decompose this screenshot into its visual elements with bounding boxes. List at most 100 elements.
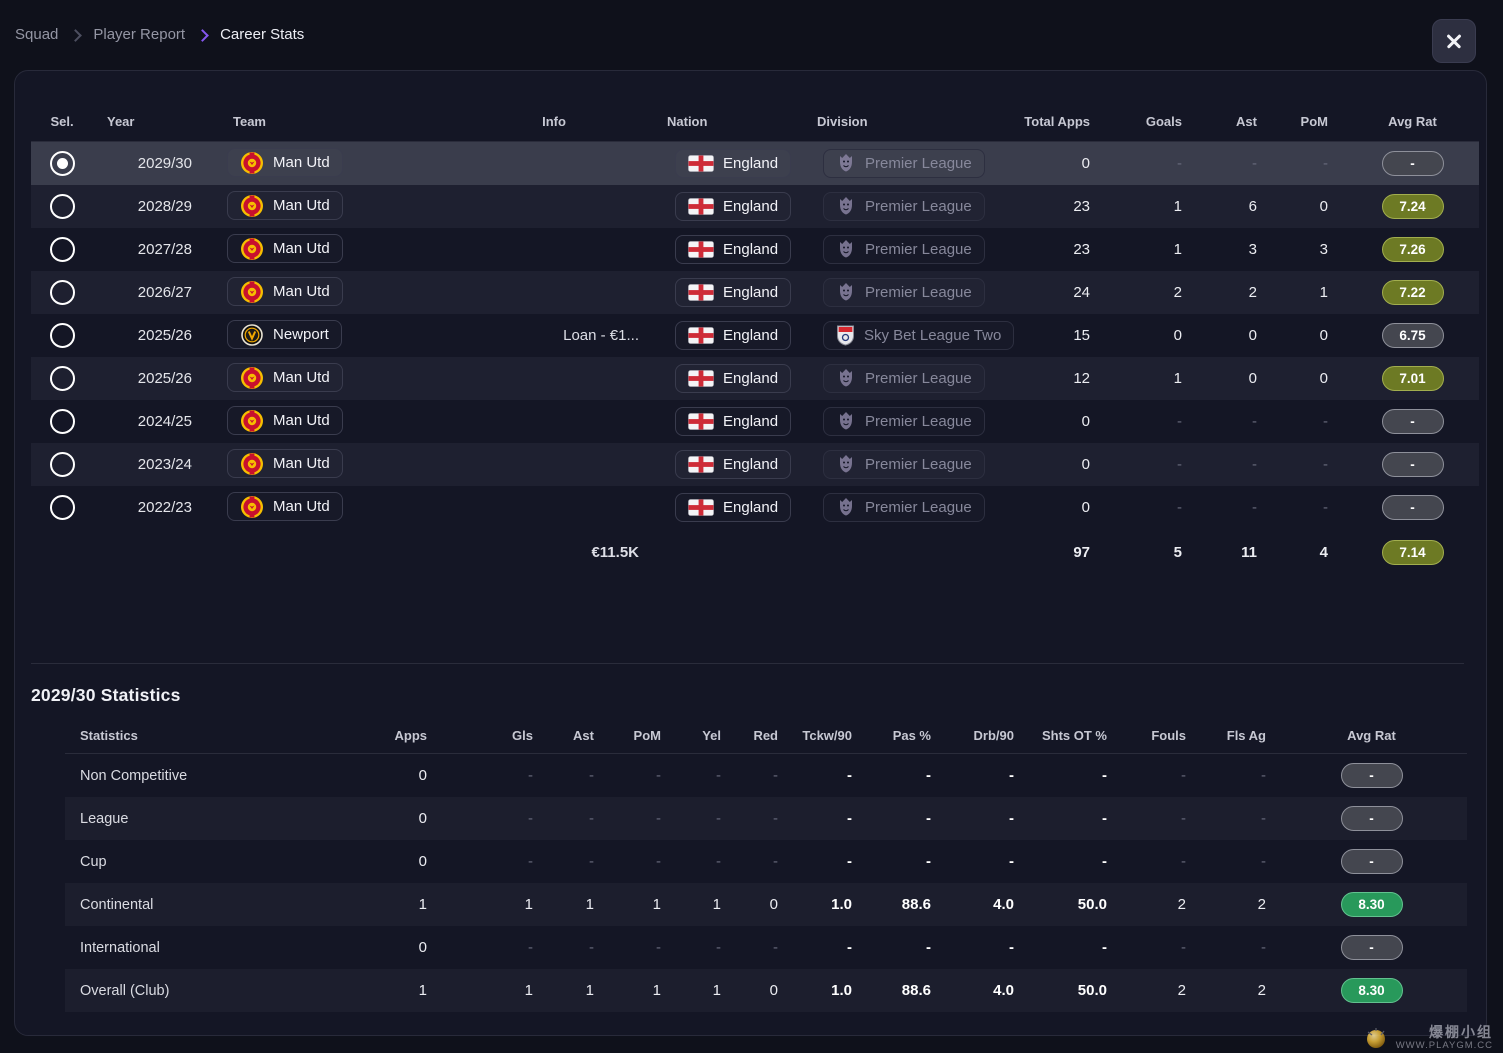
stat-value: 2 bbox=[1257, 982, 1266, 999]
stat-ast: 2 bbox=[1248, 284, 1257, 301]
stats-col-avg-rat: Avg Rat bbox=[1347, 727, 1396, 743]
career-row[interactable]: 2023/24 Man Utd England Premier League 0 - - - - bbox=[31, 443, 1479, 486]
career-row[interactable]: 2024/25 Man Utd England Premier League 0 - - - - bbox=[31, 400, 1479, 443]
stat-total-apps: 0 bbox=[1081, 499, 1090, 516]
stat-pom: - bbox=[1323, 155, 1328, 172]
team-chip: Man Utd bbox=[227, 234, 343, 264]
col-pom[interactable]: PoM bbox=[1300, 113, 1328, 129]
stat-value: 1 bbox=[585, 982, 594, 999]
division-chip: Premier League bbox=[823, 449, 985, 479]
stat-value: - bbox=[656, 853, 661, 870]
team-name: Man Utd bbox=[273, 240, 330, 258]
breadcrumb-squad[interactable]: Squad bbox=[15, 26, 59, 43]
division-name: Premier League bbox=[865, 498, 972, 516]
team-name: Man Utd bbox=[273, 154, 330, 172]
nation-name: England bbox=[723, 370, 779, 387]
col-total-apps[interactable]: Total Apps bbox=[1024, 113, 1090, 129]
col-sel[interactable]: Sel. bbox=[50, 113, 74, 129]
stat-value: - bbox=[1181, 939, 1186, 956]
stat-value: 0 bbox=[418, 767, 427, 784]
stat-value: - bbox=[773, 853, 778, 870]
season-select-radio[interactable] bbox=[49, 409, 75, 434]
career-row[interactable]: 2027/28 Man Utd England Premier League 23 1 3 3… bbox=[31, 228, 1479, 271]
col-avg-rat[interactable]: Avg Rat bbox=[1388, 113, 1437, 129]
avg-rating-pill: - bbox=[1381, 409, 1444, 434]
career-row[interactable]: 2025/26 Newport Loan - €1... England Sky Bet… bbox=[31, 314, 1479, 357]
col-team[interactable]: Team bbox=[233, 113, 266, 129]
season-select-radio[interactable] bbox=[49, 323, 75, 348]
career-row[interactable]: 2026/27 Man Utd England Premier League 24 2 2 1… bbox=[31, 271, 1479, 314]
stat-value: 1.0 bbox=[831, 896, 852, 913]
man-utd-crest-icon bbox=[241, 194, 263, 217]
stat-goals: - bbox=[1177, 499, 1182, 516]
stat-total-apps: 23 bbox=[1073, 198, 1090, 215]
season-year: 2028/29 bbox=[137, 198, 192, 215]
season-year: 2024/25 bbox=[137, 413, 192, 430]
statistics-table-header: Statistics Apps Gls Ast PoM Yel Red Tckw/90 Pas … bbox=[65, 717, 1467, 754]
stat-value: - bbox=[773, 810, 778, 827]
stat-value: 0 bbox=[769, 896, 778, 913]
season-select-radio[interactable] bbox=[49, 194, 75, 219]
stat-value: - bbox=[589, 853, 594, 870]
stat-value: 4.0 bbox=[993, 982, 1014, 999]
stat-pom: 0 bbox=[1319, 370, 1328, 387]
stat-value: 1 bbox=[652, 896, 661, 913]
col-goals[interactable]: Goals bbox=[1145, 113, 1182, 129]
season-select-radio[interactable] bbox=[49, 237, 75, 262]
competition-label: International bbox=[80, 939, 160, 956]
col-info[interactable]: Info bbox=[542, 113, 566, 129]
statistics-row: Overall (Club) 1 1 1 1 1 0 1.0 88.6 4.0 50.0 2 2 8.30 bbox=[65, 969, 1467, 1012]
team-chip: Newport bbox=[227, 320, 342, 350]
stat-value: - bbox=[1009, 939, 1014, 956]
stat-pom: - bbox=[1323, 499, 1328, 516]
col-ast[interactable]: Ast bbox=[1236, 113, 1257, 129]
avg-rating-pill: 7.24 bbox=[1381, 194, 1444, 219]
competition-label: Continental bbox=[80, 896, 154, 913]
statistics-row: Cup 0 - - - - - - - - - - - - bbox=[65, 840, 1467, 883]
avg-rating-pill: - bbox=[1340, 763, 1403, 788]
total-pom: 4 bbox=[1319, 543, 1328, 561]
division-chip: Premier League bbox=[823, 406, 985, 436]
stat-value: 1 bbox=[652, 982, 661, 999]
season-select-radio[interactable] bbox=[49, 280, 75, 305]
statistics-table: Statistics Apps Gls Ast PoM Yel Red Tckw/90 Pas … bbox=[65, 717, 1467, 1012]
stats-col-statistics: Statistics bbox=[80, 727, 138, 743]
stats-col-tckw-90: Tckw/90 bbox=[802, 727, 852, 743]
season-select-radio[interactable] bbox=[49, 495, 75, 520]
season-select-radio[interactable] bbox=[49, 452, 75, 477]
stat-goals: 0 bbox=[1173, 327, 1182, 344]
team-name: Man Utd bbox=[273, 369, 330, 387]
career-row[interactable]: 2029/30 Man Utd England Premier League 0 - - - - bbox=[31, 142, 1479, 185]
breadcrumb-player-report[interactable]: Player Report bbox=[93, 26, 186, 43]
total-avg-rating-pill: 7.14 bbox=[1381, 539, 1444, 565]
stat-goals: 1 bbox=[1173, 241, 1182, 258]
division-name: Premier League bbox=[865, 154, 972, 172]
stat-value: 0 bbox=[769, 982, 778, 999]
team-chip: Man Utd bbox=[227, 492, 343, 522]
col-year[interactable]: Year bbox=[107, 113, 135, 129]
career-row[interactable]: 2022/23 Man Utd England Premier League 0 - - - - bbox=[31, 486, 1479, 529]
nation-chip: England bbox=[675, 407, 792, 436]
man-utd-crest-icon bbox=[241, 280, 263, 303]
col-nation[interactable]: Nation bbox=[667, 113, 708, 129]
career-row[interactable]: 2025/26 Man Utd England Premier League 12 1 0 0… bbox=[31, 357, 1479, 400]
season-select-radio[interactable] bbox=[49, 151, 75, 176]
col-division[interactable]: Division bbox=[817, 113, 868, 129]
stat-value: 88.6 bbox=[901, 982, 931, 999]
stats-col-fouls: Fouls bbox=[1151, 727, 1186, 743]
premier-league-lion-icon bbox=[840, 197, 852, 215]
watermark-url: WWW.PLAYGM.CC bbox=[1395, 1039, 1493, 1051]
stat-value: - bbox=[926, 853, 931, 870]
close-button[interactable] bbox=[1432, 19, 1476, 63]
stat-value: - bbox=[716, 939, 721, 956]
stat-value: 4.0 bbox=[993, 896, 1014, 913]
stat-ast: 0 bbox=[1248, 370, 1257, 387]
season-select-radio[interactable] bbox=[49, 366, 75, 391]
stat-value: - bbox=[656, 939, 661, 956]
loan-info: Loan - €1... bbox=[563, 327, 639, 344]
stat-value: 2 bbox=[1177, 982, 1186, 999]
england-flag-icon bbox=[688, 413, 714, 430]
breadcrumb-career-stats[interactable]: Career Stats bbox=[220, 26, 305, 43]
stat-value: 2 bbox=[1177, 896, 1186, 913]
career-row[interactable]: 2028/29 Man Utd England Premier League 23 1 6 0… bbox=[31, 185, 1479, 228]
